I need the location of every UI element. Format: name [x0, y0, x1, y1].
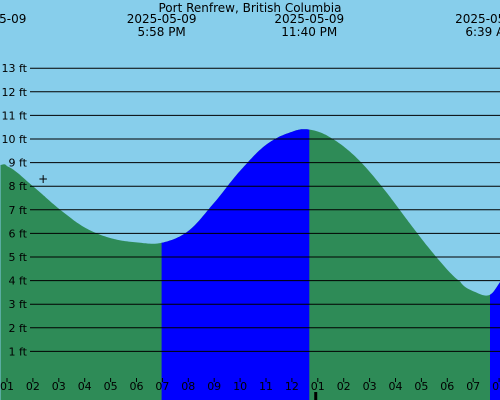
extremum-time-label: 5:58 PM — [137, 25, 185, 39]
y-tick-label: 1 ft — [9, 345, 28, 358]
tide-area-night-1 — [490, 282, 500, 400]
extremum-time-label: 11:40 PM — [281, 25, 337, 39]
x-tick-label: 10 — [233, 380, 247, 393]
y-tick-label: 4 ft — [9, 275, 28, 288]
y-tick-label: 9 ft — [9, 157, 28, 170]
x-tick-label: 08 — [181, 380, 195, 393]
extremum-time-label: 6:39 AM — [465, 25, 500, 39]
y-tick-label: 6 ft — [9, 227, 28, 240]
y-tick-label: 13 ft — [2, 62, 28, 75]
partial-date-label: 2025-05-09 — [0, 12, 26, 26]
current-time-marker — [314, 392, 318, 400]
x-tick-label: 07 — [155, 380, 169, 393]
y-tick-label: 8 ft — [9, 180, 28, 193]
x-tick-label: 12 — [285, 380, 299, 393]
chart-title: Port Renfrew, British Columbia — [159, 1, 342, 15]
y-tick-label: 11 ft — [2, 109, 28, 122]
current-level-marker: + — [38, 172, 48, 186]
y-tick-label: 10 ft — [2, 133, 28, 146]
extremum-date-label: 2025-05-10 — [455, 12, 500, 26]
x-tick-label: 01 — [311, 380, 325, 393]
x-tick-label: 07 — [466, 380, 480, 393]
y-tick-label: 7 ft — [9, 204, 28, 217]
x-tick-label: 06 — [130, 380, 144, 393]
extremum-date-label: 2025-05-09 — [127, 12, 197, 26]
x-tick-label: 03 — [363, 380, 377, 393]
x-tick-label: 06 — [440, 380, 454, 393]
extremum-date-label: 2025-05-09 — [274, 12, 344, 26]
x-tick-label: 05 — [104, 380, 118, 393]
y-tick-label: 3 ft — [9, 298, 28, 311]
x-tick-label: 02 — [26, 380, 40, 393]
y-tick-label: 5 ft — [9, 251, 28, 264]
y-tick-label: 2 ft — [9, 322, 28, 335]
x-tick-label: 01 — [0, 380, 14, 393]
x-tick-label: 04 — [78, 380, 92, 393]
x-tick-label: 04 — [389, 380, 403, 393]
x-tick-label: 02 — [337, 380, 351, 393]
x-tick-label: 03 — [52, 380, 66, 393]
x-tick-label: 09 — [207, 380, 221, 393]
x-tick-label: 05 — [414, 380, 428, 393]
tide-area-night-0 — [161, 129, 310, 400]
x-tick-label: 08 — [492, 380, 500, 393]
y-tick-label: 12 ft — [2, 86, 28, 99]
x-tick-label: 11 — [259, 380, 273, 393]
